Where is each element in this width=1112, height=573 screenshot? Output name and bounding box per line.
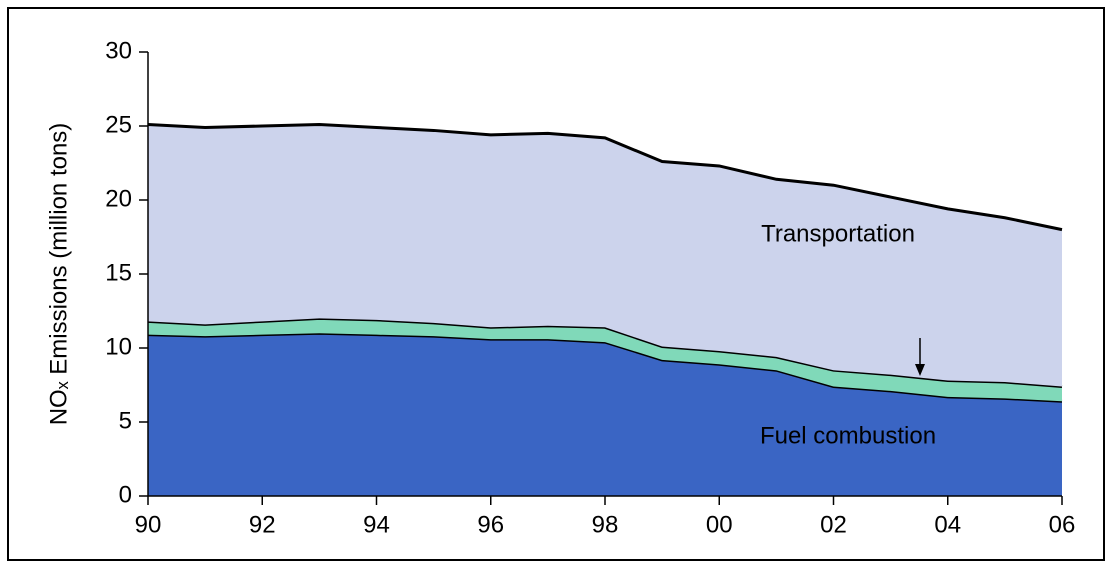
area-edge [147,123,1063,232]
pointer-arrowhead [915,364,925,376]
frame [7,7,1105,561]
x-tick-label: 00 [706,511,733,538]
x-tick-label: 90 [135,511,162,538]
x-tick-label: 94 [363,511,390,538]
y-tick-label: 20 [105,185,132,212]
area [148,124,1062,387]
area [148,333,1062,496]
x-tick-label: 98 [592,511,619,538]
x-tick-label: 96 [477,511,504,538]
y-tick-label: 5 [119,407,132,434]
x-tick-label: 02 [820,511,847,538]
area [148,318,1062,402]
series-label: Transportation [761,220,915,247]
x-tick-label: 04 [934,511,961,538]
y-tick-label: 25 [105,111,132,138]
x-tick-label: 92 [249,511,276,538]
x-tick-label: 06 [1049,511,1076,538]
y-tick-label: 15 [105,259,132,286]
y-tick-label: 10 [105,333,132,360]
y-tick-label: 0 [119,481,132,508]
series-label: Fuel combustion [760,422,936,449]
y-tick-label: 30 [105,37,132,64]
y-axis-label: NOₓ Emissions (million tons) [45,123,72,426]
